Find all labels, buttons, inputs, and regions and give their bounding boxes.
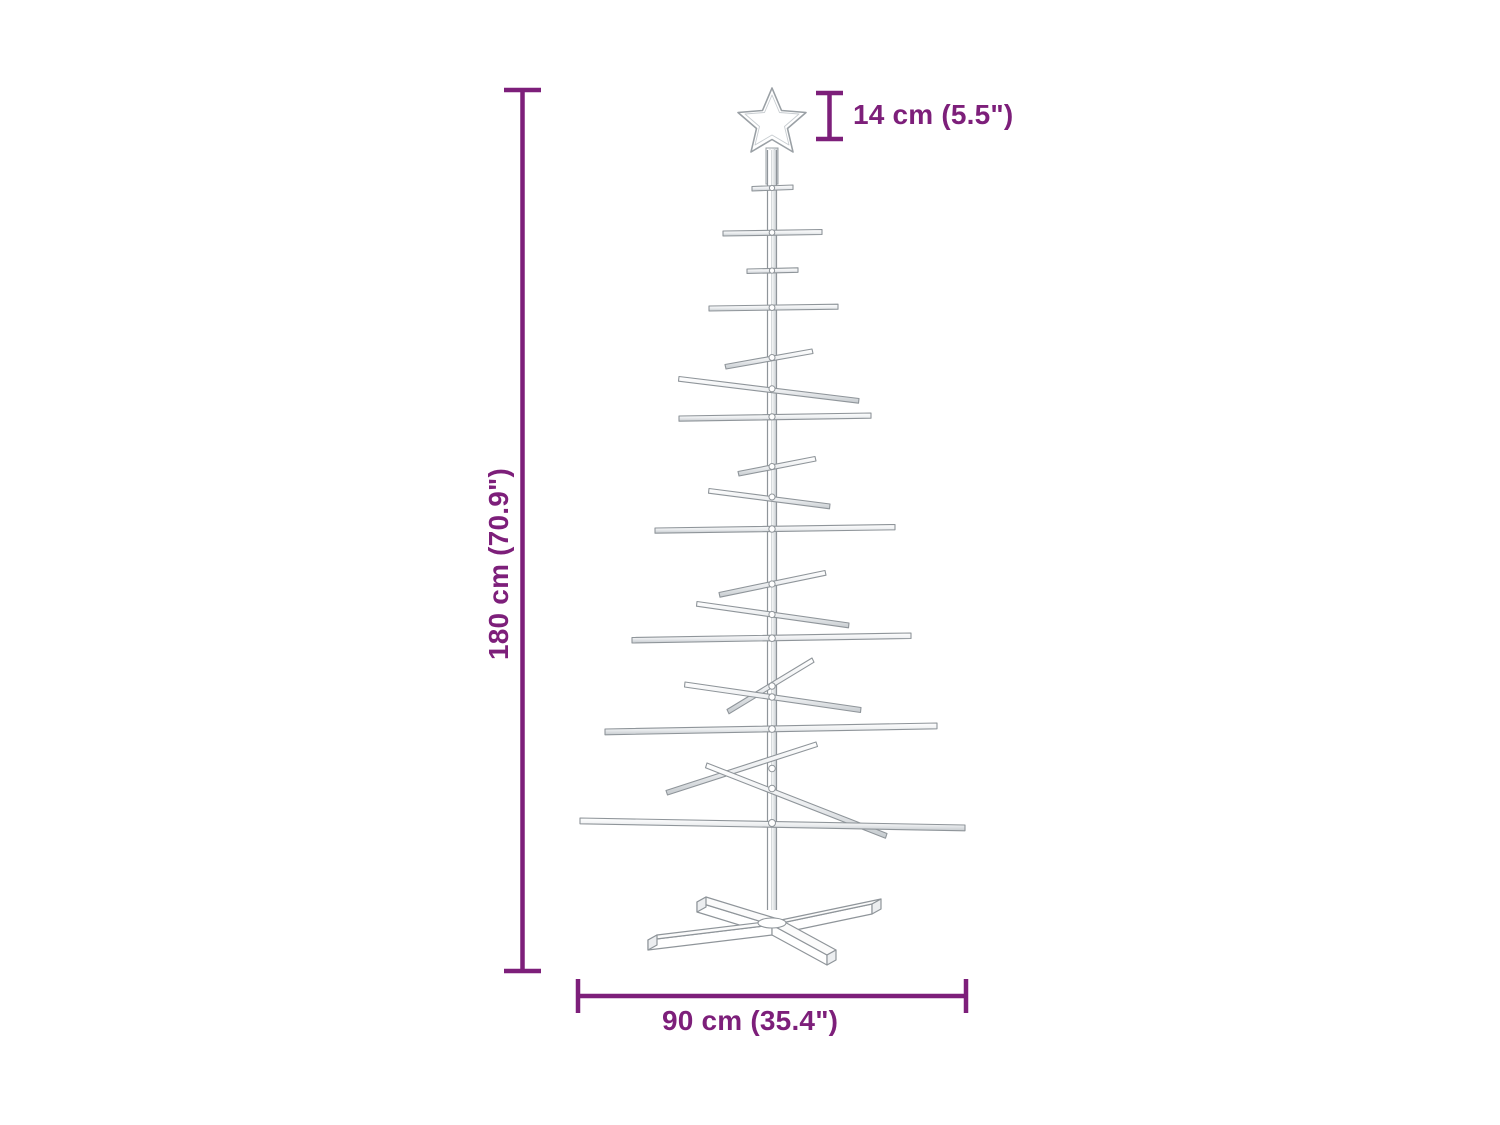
dimension-lines xyxy=(504,87,969,1013)
branch-tier-3 xyxy=(746,267,799,275)
cross-stand-icon xyxy=(647,896,882,966)
branch-tier-7 xyxy=(678,412,872,422)
dimension-label-topper-height: 14 cm (5.5") xyxy=(853,99,1014,130)
branch-tier-1 xyxy=(751,184,794,192)
branch-tier-10 xyxy=(654,523,896,534)
branch-tier-2 xyxy=(722,228,823,237)
product-illustration xyxy=(579,87,966,966)
branch-tier-5 xyxy=(724,348,814,370)
dimension-total-height xyxy=(504,87,541,974)
branch-tier-15 xyxy=(683,681,862,714)
branch-tier-6 xyxy=(677,375,860,404)
branch-tier-13 xyxy=(631,632,912,644)
branch-tier-17 xyxy=(665,741,819,796)
branch-tier-14 xyxy=(726,657,815,715)
dimension-topper-height xyxy=(816,90,843,142)
branch-tier-18 xyxy=(704,762,888,839)
dimension-label-total-height: 180 cm (70.9") xyxy=(483,468,514,660)
dimension-label-base-width: 90 cm (35.4") xyxy=(662,1005,839,1036)
branch-tier-8 xyxy=(737,455,817,477)
branch-group xyxy=(579,184,966,839)
branch-tier-11 xyxy=(718,569,827,598)
branch-tier-9 xyxy=(707,487,831,510)
branch-tier-12 xyxy=(695,600,850,629)
branch-tier-19 xyxy=(579,817,966,832)
branch-tier-16 xyxy=(604,722,938,736)
dimension-base-width xyxy=(575,979,969,1013)
star-icon xyxy=(737,87,807,153)
branch-tier-4 xyxy=(708,303,839,312)
